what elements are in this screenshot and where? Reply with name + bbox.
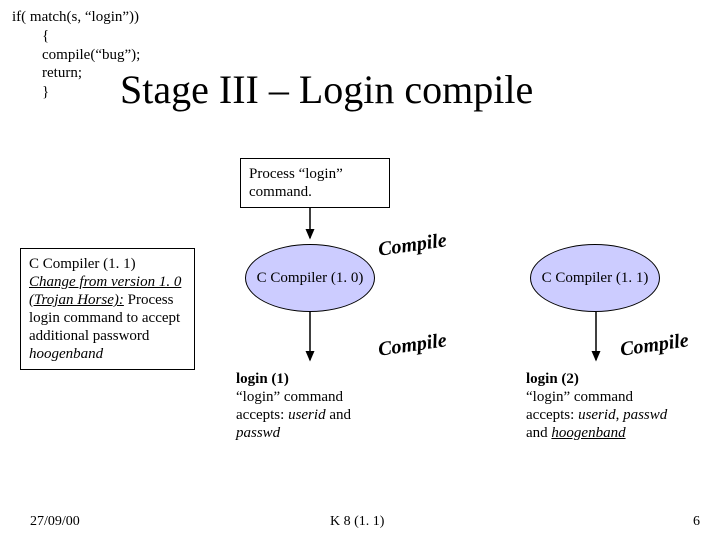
process-box: Process “login” command.: [240, 158, 390, 208]
login1-u2: passwd: [236, 425, 280, 441]
left-box-t1c: hoogenband: [29, 346, 103, 362]
login2-u1: userid: [578, 407, 616, 423]
page-title: Stage III – Login compile: [120, 66, 533, 113]
ellipse-compiler-1-1: C Compiler (1. 1): [530, 244, 660, 312]
left-box-h: C Compiler (1. 1): [29, 256, 136, 272]
login1-mid: and: [326, 407, 351, 423]
footer-center: K 8 (1. 1): [330, 514, 384, 530]
login2-mid: and: [526, 425, 551, 441]
compile-label-1: Compile: [377, 229, 448, 261]
code-l3: compile(“bug”);: [12, 46, 140, 65]
footer-page: 6: [693, 514, 700, 530]
ellipse1-text: C Compiler (1. 0): [257, 269, 364, 287]
compile-label-3: Compile: [619, 329, 690, 361]
login2-u2: passwd: [623, 407, 667, 423]
login2-u3: hoogenband: [551, 425, 625, 441]
left-box: C Compiler (1. 1) Change from version 1.…: [20, 248, 195, 370]
code-l1: if( match(s, “login”)): [12, 9, 139, 25]
login2-box: login (2) “login” command accepts: useri…: [520, 366, 690, 446]
login2-h: login (2): [526, 371, 579, 387]
footer-date: 27/09/00: [30, 514, 80, 530]
login1-h: login (1): [236, 371, 289, 387]
ellipse2-text: C Compiler (1. 1): [542, 269, 649, 287]
code-l2: {: [12, 27, 140, 46]
login1-box: login (1) “login” command accepts: useri…: [230, 366, 388, 446]
ellipse-compiler-1-0: C Compiler (1. 0): [245, 244, 375, 312]
compile-label-2: Compile: [377, 329, 448, 361]
login2-c1: ,: [616, 407, 624, 423]
login1-u1: userid: [288, 407, 326, 423]
